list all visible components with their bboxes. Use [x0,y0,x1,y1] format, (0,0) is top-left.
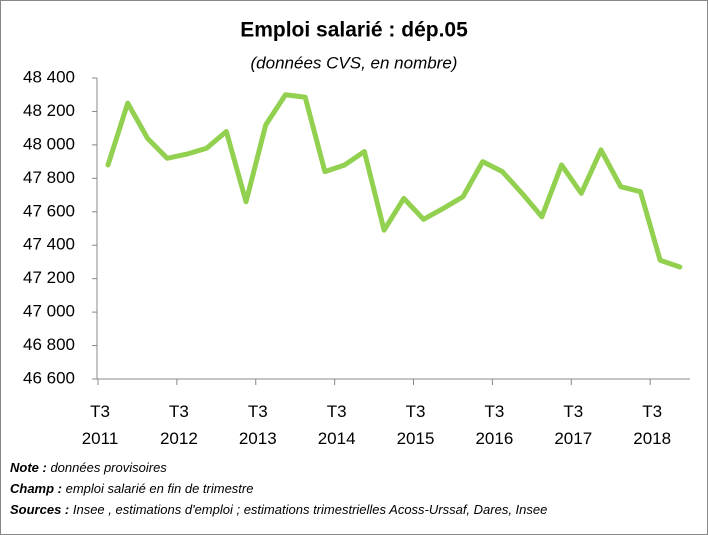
y-tick-label: 47 200 [23,268,75,287]
note-text: Insee , estimations d'emploi ; estimatio… [69,502,548,517]
x-tick-label: T3 2011 [81,402,119,448]
chart-title: Emploi salarié : dép.05 [240,19,468,42]
note-label: Sources : [10,502,70,517]
note-label: Champ : [10,481,62,496]
note-text: emploi salarié en fin de trimestre [62,481,254,496]
note: Note : données provisoires [10,460,167,475]
note-text: données provisoires [46,460,167,475]
x-tick-label: T3 2015 [396,402,435,448]
note-label: Note : [10,460,47,475]
x-tick-label: T3 2017 [554,402,593,448]
x-tick-label: T3 2016 [475,402,514,448]
y-tick-label: 47 400 [23,235,75,254]
x-tick-label: T3 2012 [159,402,198,448]
y-tick-label: 46 600 [23,368,75,387]
x-tick-label: T3 2013 [238,402,277,448]
note: Sources : Insee , estimations d'emploi ;… [10,502,547,517]
y-tick-label: 47 000 [23,302,75,321]
y-tick-label: 47 600 [23,201,75,220]
y-tick-label: 46 800 [23,335,75,354]
y-tick-label: 48 400 [23,67,75,86]
chart-subtitle: (données CVS, en nombre) [251,53,458,72]
y-tick-label: 48 000 [23,134,75,153]
x-tick-label: T3 2018 [633,402,672,448]
y-tick-label: 47 800 [23,168,75,187]
x-tick-label: T3 2014 [317,402,356,448]
line-series [105,92,683,270]
note: Champ : emploi salarié en fin de trimest… [10,481,253,496]
y-tick-label: 48 200 [23,101,75,120]
